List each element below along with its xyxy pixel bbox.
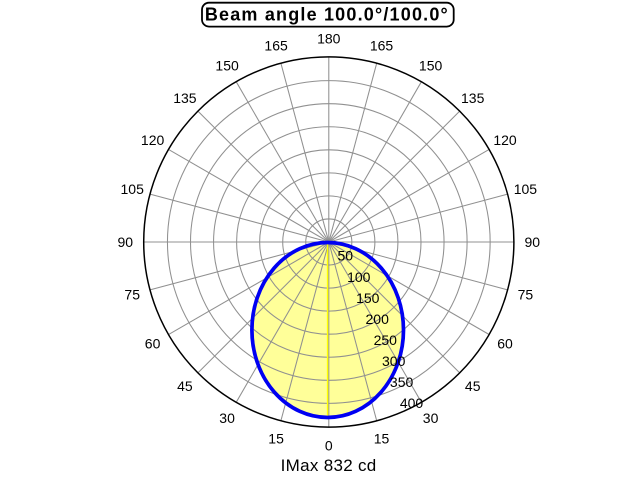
svg-text:150: 150 <box>215 58 239 74</box>
svg-text:165: 165 <box>370 37 394 53</box>
svg-text:60: 60 <box>497 336 513 352</box>
svg-text:200: 200 <box>366 311 390 327</box>
svg-text:75: 75 <box>518 287 534 303</box>
svg-text:45: 45 <box>465 378 481 394</box>
svg-text:120: 120 <box>141 132 165 148</box>
svg-text:165: 165 <box>264 37 288 53</box>
svg-text:135: 135 <box>173 90 197 106</box>
svg-text:105: 105 <box>514 181 538 197</box>
svg-text:90: 90 <box>118 234 134 250</box>
svg-text:IMax 832 cd: IMax 832 cd <box>281 456 377 475</box>
svg-text:30: 30 <box>423 410 439 426</box>
svg-text:100: 100 <box>347 269 371 285</box>
svg-text:30: 30 <box>219 410 235 426</box>
svg-text:120: 120 <box>493 132 517 148</box>
svg-text:50: 50 <box>338 248 354 264</box>
svg-text:75: 75 <box>124 287 140 303</box>
svg-text:Beam angle 100.0°/100.0°: Beam angle 100.0°/100.0° <box>205 4 449 24</box>
svg-text:150: 150 <box>356 290 380 306</box>
svg-text:90: 90 <box>525 234 541 250</box>
svg-text:350: 350 <box>390 374 414 390</box>
svg-text:15: 15 <box>374 431 390 447</box>
svg-text:60: 60 <box>145 336 161 352</box>
svg-text:15: 15 <box>268 431 284 447</box>
svg-text:400: 400 <box>400 395 424 411</box>
svg-text:150: 150 <box>419 58 443 74</box>
svg-text:300: 300 <box>382 353 406 369</box>
svg-text:105: 105 <box>121 181 145 197</box>
svg-text:135: 135 <box>461 90 485 106</box>
svg-text:0: 0 <box>325 437 333 453</box>
svg-text:250: 250 <box>374 332 398 348</box>
svg-text:180: 180 <box>317 30 341 46</box>
svg-text:45: 45 <box>177 378 193 394</box>
